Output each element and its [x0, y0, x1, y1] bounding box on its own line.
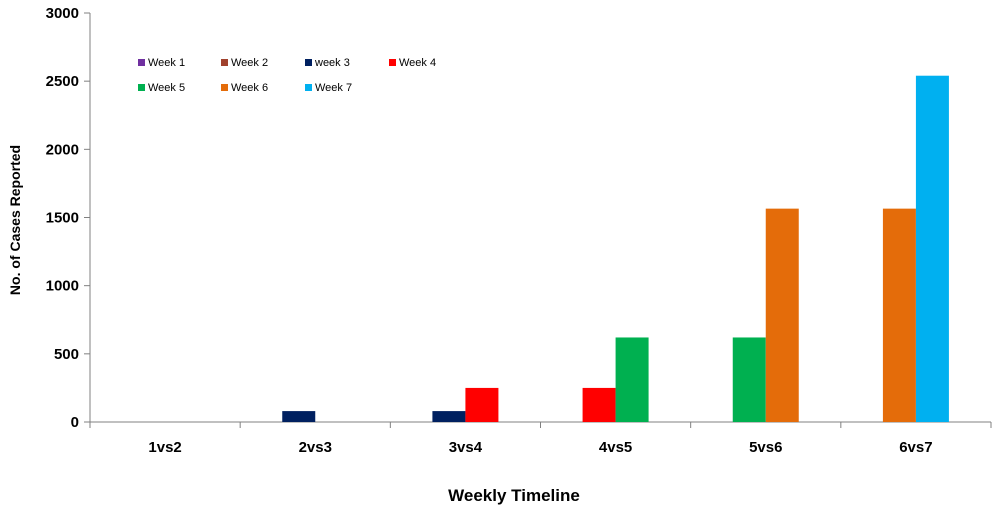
legend-item-week-6: Week 6 — [221, 82, 268, 94]
legend-swatch — [221, 59, 228, 66]
x-tick-label: 4vs5 — [599, 439, 632, 456]
legend-swatch — [305, 84, 312, 91]
legend-item-week-1: Week 1 — [138, 57, 185, 69]
y-axis: 0 500 1000 1500 2000 2500 3000 — [46, 5, 91, 431]
legend-label: Week 4 — [399, 57, 436, 69]
bar-2vs3-week-3 — [282, 411, 316, 422]
x-axis: 1vs2 2vs3 3vs4 4vs5 5vs6 6vs7 — [89, 421, 992, 456]
x-axis-title: Weekly Timeline — [448, 486, 580, 505]
bars — [282, 75, 949, 423]
legend-label: Week 2 — [231, 57, 268, 69]
y-tick-label: 500 — [54, 346, 79, 363]
x-tick-label: 1vs2 — [148, 439, 181, 456]
y-tick-label: 3000 — [46, 5, 79, 22]
y-tick-label: 0 — [71, 414, 79, 431]
y-axis-title: No. of Cases Reported — [7, 145, 23, 295]
legend-item-week-2: Week 2 — [221, 57, 268, 69]
legend-label: Week 5 — [148, 82, 185, 94]
legend-item-week-3: week 3 — [305, 57, 350, 69]
legend-label: week 3 — [314, 57, 350, 69]
bar-3vs4-week-3 — [432, 411, 466, 422]
legend-swatch — [138, 59, 145, 66]
legend-item-week-7: Week 7 — [305, 82, 352, 94]
legend-swatch — [221, 84, 228, 91]
y-tick-label: 2500 — [46, 73, 79, 90]
x-tick-label: 3vs4 — [449, 439, 483, 456]
x-tick-label: 5vs6 — [749, 439, 782, 456]
bar-5vs6-week-6 — [765, 208, 799, 422]
legend-swatch — [138, 84, 145, 91]
y-tick-label: 2000 — [46, 141, 79, 158]
legend-item-week-5: Week 5 — [138, 82, 185, 94]
bar-3vs4-week-4 — [465, 387, 499, 422]
y-tick-label: 1000 — [46, 278, 79, 295]
legend-swatch — [389, 59, 396, 66]
legend-label: Week 7 — [315, 82, 352, 94]
legend-swatch — [305, 59, 312, 66]
legend-label: Week 6 — [231, 82, 268, 94]
bar-6vs7-week-6 — [882, 208, 916, 422]
bar-5vs6-week-5 — [732, 337, 766, 422]
legend-label: Week 1 — [148, 57, 185, 69]
x-tick-label: 6vs7 — [899, 439, 932, 456]
bar-4vs5-week-4 — [582, 387, 616, 422]
legend-item-week-4: Week 4 — [389, 57, 436, 69]
bar-6vs7-week-7 — [915, 75, 949, 423]
bar-4vs5-week-5 — [615, 337, 649, 422]
x-tick-label: 2vs3 — [299, 439, 332, 456]
y-tick-label: 1500 — [46, 210, 79, 227]
legend: Week 1 Week 2 week 3 Week 4 Week 5 Week 6 Week… — [138, 57, 436, 94]
